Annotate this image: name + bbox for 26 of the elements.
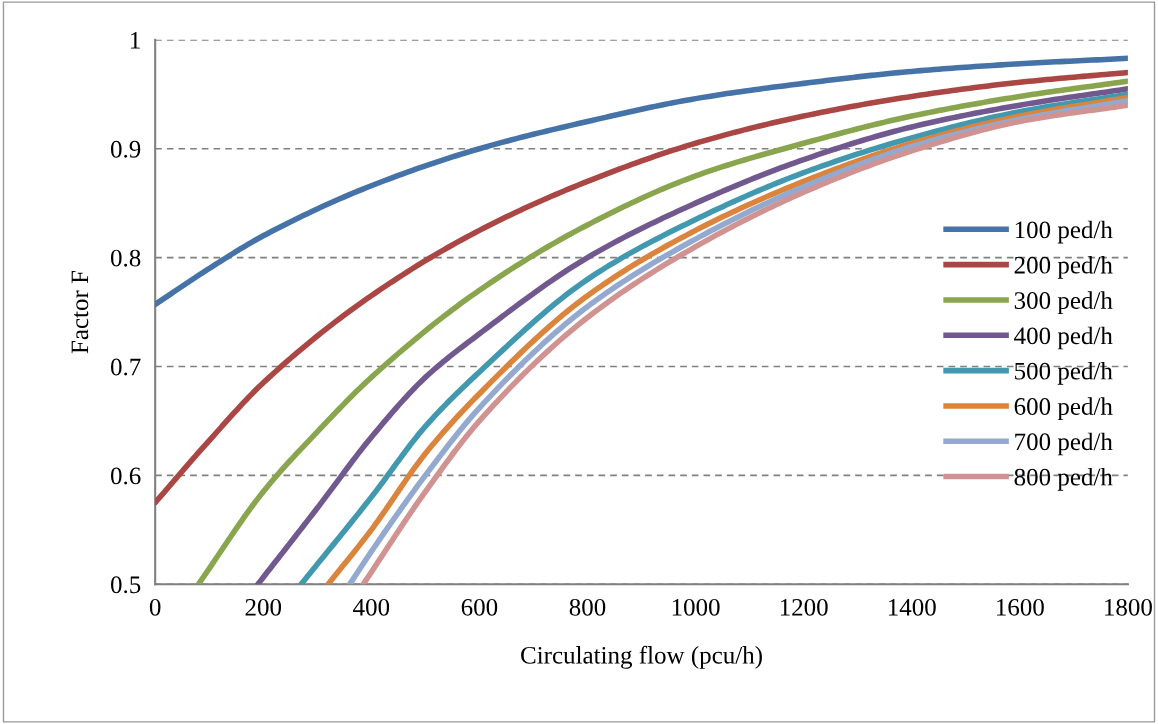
- legend-label: 300 ped/h: [1014, 291, 1113, 315]
- x-tick-label: 200: [245, 598, 282, 616]
- x-axis-title: Circulating flow (pcu/h): [521, 645, 762, 669]
- x-tick-label: 0: [149, 598, 161, 616]
- x-tick-label: 1400: [888, 598, 936, 616]
- x-tick-label: 600: [461, 598, 498, 616]
- legend-label: 800 ped/h: [1014, 467, 1113, 491]
- y-tick-label: 0.5: [110, 576, 141, 594]
- y-axis-title: Factor F: [71, 270, 89, 354]
- x-tick-label: 800: [569, 598, 606, 616]
- legend-label: 600 ped/h: [1014, 397, 1113, 420]
- x-tick-label: 1000: [672, 598, 720, 616]
- y-tick-label: 0.7: [110, 358, 141, 376]
- y-tick-label: 0.8: [110, 249, 141, 267]
- legend-label: 500 ped/h: [1015, 362, 1113, 385]
- legend-label: 700 ped/h: [1015, 432, 1113, 456]
- x-tick-label: 1200: [780, 598, 828, 616]
- y-tick-label: 0.9: [110, 140, 141, 158]
- legend-label: 400 ped/h: [1014, 326, 1113, 350]
- legend-label: 100 ped/h: [1015, 220, 1113, 244]
- x-tick-label: 1800: [1105, 598, 1152, 616]
- x-tick-label: 1600: [997, 598, 1044, 616]
- x-tick-label: 400: [353, 598, 390, 616]
- y-tick-label: 1: [130, 31, 140, 49]
- y-tick-label: 0.6: [110, 467, 141, 485]
- legend-label: 200 ped/h: [1014, 256, 1113, 279]
